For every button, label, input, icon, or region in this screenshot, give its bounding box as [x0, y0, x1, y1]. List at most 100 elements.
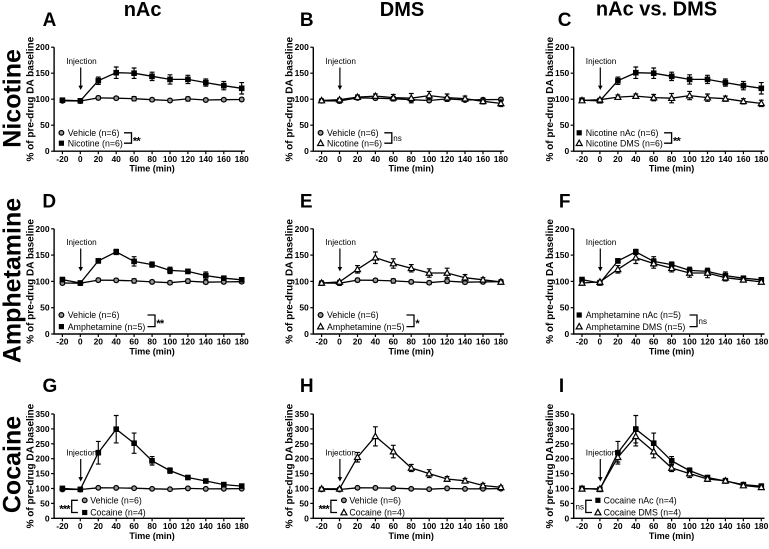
svg-text:-20: -20: [56, 337, 69, 347]
svg-text:140: 140: [458, 521, 472, 531]
svg-text:140: 140: [199, 521, 213, 531]
svg-text:Injection: Injection: [66, 238, 97, 247]
svg-text:nAc: nAc: [124, 0, 162, 21]
svg-text:nAc vs. DMS: nAc vs. DMS: [596, 0, 717, 21]
svg-text:Nicotine DMS (n=6): Nicotine DMS (n=6): [586, 138, 663, 148]
svg-text:Time (min): Time (min): [389, 164, 434, 174]
svg-text:D: D: [42, 192, 56, 213]
svg-text:20: 20: [353, 521, 363, 531]
svg-text:50: 50: [299, 303, 309, 313]
svg-text:Time (min): Time (min): [649, 531, 694, 541]
svg-text:0: 0: [45, 329, 50, 339]
svg-text:**: **: [673, 135, 681, 147]
svg-text:E: E: [300, 192, 313, 213]
svg-text:% of pre-drug DA baseline: % of pre-drug DA baseline: [285, 403, 296, 528]
svg-text:0: 0: [304, 513, 309, 523]
svg-text:150: 150: [295, 250, 309, 260]
svg-text:-20: -20: [56, 521, 69, 531]
svg-text:-20: -20: [576, 154, 589, 164]
svg-text:160: 160: [217, 521, 231, 531]
svg-text:50: 50: [40, 303, 50, 313]
svg-text:120: 120: [440, 337, 454, 347]
svg-text:300: 300: [555, 424, 569, 434]
svg-text:60: 60: [129, 521, 139, 531]
svg-text:160: 160: [476, 521, 490, 531]
svg-text:40: 40: [111, 521, 121, 531]
svg-text:0: 0: [304, 329, 309, 339]
svg-text:140: 140: [458, 337, 472, 347]
svg-text:Nicotine (n=6): Nicotine (n=6): [68, 138, 123, 148]
svg-text:180: 180: [494, 337, 508, 347]
svg-text:180: 180: [754, 154, 768, 164]
svg-text:160: 160: [476, 337, 490, 347]
svg-text:40: 40: [631, 337, 641, 347]
svg-text:200: 200: [35, 42, 49, 52]
svg-text:0: 0: [564, 513, 569, 523]
svg-text:40: 40: [111, 154, 121, 164]
svg-text:100: 100: [35, 484, 49, 494]
svg-text:120: 120: [181, 521, 195, 531]
svg-text:Time (min): Time (min): [129, 347, 174, 357]
svg-text:80: 80: [667, 521, 677, 531]
svg-text:Injection: Injection: [66, 57, 97, 66]
svg-text:140: 140: [718, 521, 732, 531]
svg-text:160: 160: [217, 337, 231, 347]
svg-text:***: ***: [59, 504, 71, 516]
svg-text:60: 60: [649, 154, 659, 164]
svg-text:100: 100: [295, 94, 309, 104]
svg-text:Cocaine (n=4): Cocaine (n=4): [90, 508, 146, 518]
svg-text:160: 160: [736, 154, 750, 164]
svg-text:% of pre-drug DA baseline: % of pre-drug DA baseline: [545, 219, 556, 344]
svg-text:Vehicle (n=6): Vehicle (n=6): [349, 496, 401, 506]
svg-text:80: 80: [406, 337, 416, 347]
svg-text:150: 150: [555, 250, 569, 260]
svg-text:100: 100: [422, 154, 436, 164]
svg-text:250: 250: [35, 439, 49, 449]
svg-text:Time (min): Time (min): [389, 347, 434, 357]
svg-text:200: 200: [555, 42, 569, 52]
svg-text:120: 120: [181, 337, 195, 347]
svg-text:Cocaine DMS (n=4): Cocaine DMS (n=4): [604, 508, 682, 518]
svg-text:50: 50: [560, 498, 570, 508]
svg-text:ns: ns: [699, 317, 707, 326]
svg-text:50: 50: [40, 120, 50, 130]
svg-text:150: 150: [555, 469, 569, 479]
svg-text:Time (min): Time (min): [649, 347, 694, 357]
svg-text:Injection: Injection: [586, 449, 617, 458]
svg-text:Injection: Injection: [586, 57, 617, 66]
svg-text:Amphetamine (n=5): Amphetamine (n=5): [327, 322, 405, 332]
svg-text:50: 50: [299, 120, 309, 130]
svg-text:40: 40: [371, 521, 381, 531]
svg-text:180: 180: [235, 154, 249, 164]
svg-text:50: 50: [560, 120, 570, 130]
svg-text:% of pre-drug DA baseline: % of pre-drug DA baseline: [545, 403, 556, 528]
svg-text:0: 0: [598, 337, 603, 347]
svg-text:150: 150: [555, 68, 569, 78]
svg-text:Time (min): Time (min): [389, 531, 434, 541]
svg-text:40: 40: [631, 154, 641, 164]
svg-text:**: **: [133, 135, 141, 147]
svg-text:80: 80: [667, 337, 677, 347]
svg-text:100: 100: [295, 484, 309, 494]
svg-text:0: 0: [337, 337, 342, 347]
svg-text:150: 150: [295, 68, 309, 78]
svg-text:Vehicle (n=6): Vehicle (n=6): [68, 128, 120, 138]
svg-text:0: 0: [564, 146, 569, 156]
svg-text:-20: -20: [576, 337, 589, 347]
svg-text:Time (min): Time (min): [649, 164, 694, 174]
svg-text:180: 180: [235, 337, 249, 347]
svg-text:Nicotine: Nicotine: [0, 49, 27, 148]
svg-text:Vehicle (n=6): Vehicle (n=6): [90, 496, 142, 506]
svg-text:0: 0: [337, 154, 342, 164]
svg-text:Injection: Injection: [325, 57, 356, 66]
svg-text:180: 180: [754, 337, 768, 347]
svg-text:0: 0: [45, 146, 50, 156]
svg-text:***: ***: [318, 504, 330, 516]
svg-text:20: 20: [353, 337, 363, 347]
svg-text:Amphetamine nAc (n=5): Amphetamine nAc (n=5): [586, 310, 681, 320]
svg-text:40: 40: [111, 337, 121, 347]
svg-text:Vehicle (n=6): Vehicle (n=6): [327, 310, 379, 320]
svg-text:350: 350: [35, 409, 49, 419]
svg-text:60: 60: [649, 521, 659, 531]
svg-text:Nicotine (n=6): Nicotine (n=6): [327, 138, 382, 148]
